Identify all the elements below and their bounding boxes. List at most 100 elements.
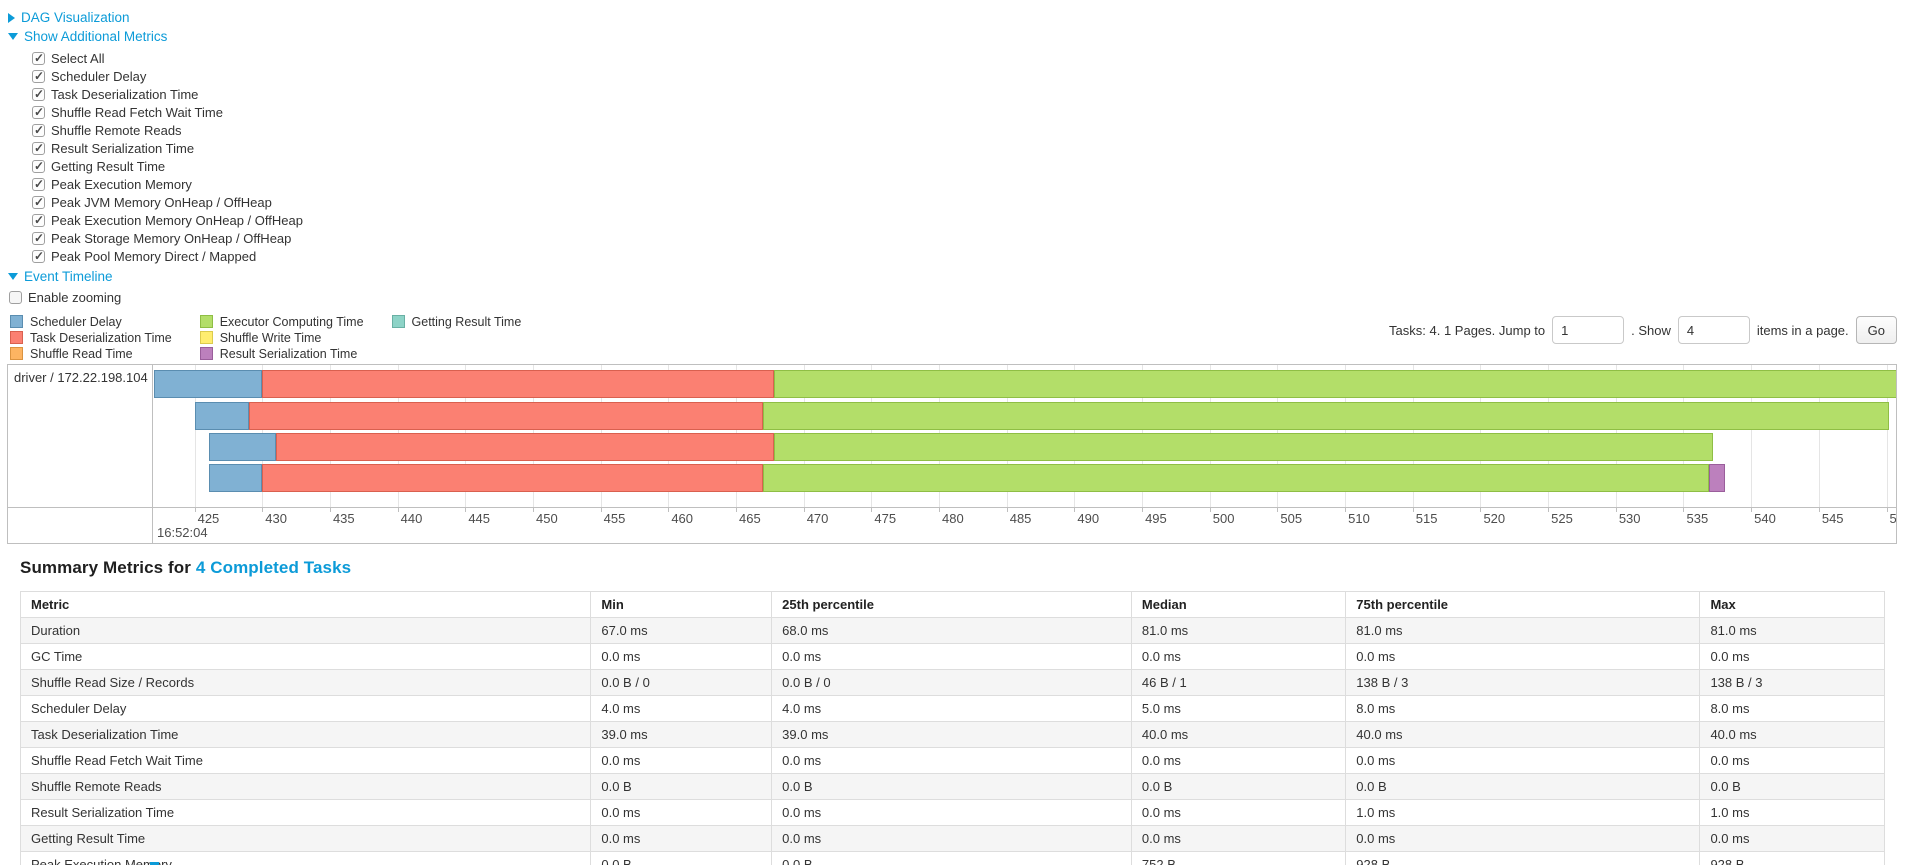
timeline-axis-line [8,507,1896,508]
metric-name-cell: Task Deserialization Time [19,721,592,748]
metric-checkbox-row[interactable]: Select All [32,49,1907,67]
metric-checkbox-row[interactable]: Peak Storage Memory OnHeap / OffHeap [32,229,1907,247]
timeline-bar-executor_computing[interactable] [773,433,1714,461]
legend-label: Shuffle Read Time [30,346,133,361]
timeline-bar-task_deserialization[interactable] [275,433,774,461]
timeline-tick-label: 515 [1415,511,1438,526]
timeline-tick [194,507,196,512]
table-row: Scheduler Delay 4.0 ms 4.0 ms 5.0 ms 8.0 ms 8… [19,695,1885,722]
timeline-bar-scheduler_delay[interactable] [209,433,276,461]
timeline-tick-label: 520 [1483,511,1506,526]
metric-checkbox[interactable] [32,69,45,83]
metric-checkbox-label: Scheduler Delay [51,68,147,84]
timeline-tick-label: 460 [671,511,694,526]
metric-checkbox[interactable] [32,105,45,119]
timeline-tick-label: 490 [1077,511,1100,526]
timeline-bar-scheduler_delay[interactable] [194,402,249,430]
metric-value-cell: 40.0 ms [1699,721,1885,748]
metric-checkbox-row[interactable]: Getting Result Time [32,157,1907,175]
metric-value-cell: 0.0 B [590,851,773,865]
metric-checkbox[interactable] [32,159,45,173]
metric-value-cell: 1.0 ms [1345,799,1701,826]
timeline-tick [1886,507,1888,512]
metric-checkbox-row[interactable]: Peak Pool Memory Direct / Mapped [32,247,1907,265]
metric-value-cell: 0.0 B [1130,773,1347,800]
go-button[interactable]: Go [1855,316,1897,344]
enable-zooming-row[interactable]: Enable zooming [9,288,1907,306]
enable-zooming-checkbox[interactable] [9,290,22,304]
timeline-bar-executor_computing[interactable] [773,370,1896,398]
event-timeline-toggle[interactable]: Event Timeline [8,267,1907,286]
show-additional-metrics-toggle[interactable]: Show Additional Metrics [8,27,1907,46]
completed-tasks-link[interactable]: 4 Completed Tasks [195,558,352,577]
metric-checkbox[interactable] [32,177,45,191]
metric-value-cell: 0.0 ms [1130,799,1347,826]
metric-checkbox[interactable] [32,87,45,101]
metric-name-cell: GC Time [19,643,592,670]
stage-detail-controls: DAG Visualization Show Additional Metric… [0,0,1907,306]
pagination-mid-label: . Show [1631,322,1671,338]
metric-checkbox-row[interactable]: Peak Execution Memory OnHeap / OffHeap [32,211,1907,229]
table-row: Peak Execution Memory 0.0 B 0.0 B 752 B 928 … [19,851,1885,865]
metric-checkbox[interactable] [32,231,45,245]
timeline-bar-executor_computing[interactable] [763,402,1890,430]
pagination-prefix-label: Tasks: 4. 1 Pages. Jump to [1389,322,1546,338]
timeline-tick [1683,507,1685,512]
metric-checkbox-label: Shuffle Remote Reads [51,122,182,138]
table-row: Duration 67.0 ms 68.0 ms 81.0 ms 81.0 ms 81.0… [19,617,1885,644]
items-per-page-input[interactable] [1677,316,1750,344]
clipped-next-section-link[interactable] [150,862,159,865]
timeline-tick-label: 525 [1551,511,1573,526]
metric-value-cell: 138 B / 3 [1345,669,1701,696]
metric-checkbox-row[interactable]: Task Deserialization Time [32,85,1907,103]
metric-checkbox-row[interactable]: Shuffle Remote Reads [32,121,1907,139]
legend-item-shuffle_read: Shuffle Read Time [10,346,172,361]
metric-checkbox-row[interactable]: Peak JVM Memory OnHeap / OffHeap [32,193,1907,211]
metric-value-cell: 0.0 B [1699,773,1885,800]
timeline-tick [803,507,805,512]
timeline-header: Scheduler Delay Task Deserialization Time… [0,312,1907,364]
metric-checkbox[interactable] [32,51,45,65]
metric-checkbox-row[interactable]: Peak Execution Memory [32,175,1907,193]
timeline-tick [1074,507,1076,512]
expanded-arrow-icon [8,273,18,280]
executor-group-label: driver / 172.22.198.104 [14,370,148,385]
metric-checkbox[interactable] [32,141,45,155]
metric-value-cell: 0.0 B [771,773,1132,800]
metric-checkbox[interactable] [32,123,45,137]
jump-to-page-input[interactable] [1552,316,1625,344]
timeline-bar-task_deserialization[interactable] [262,370,774,398]
metric-checkbox[interactable] [32,249,45,263]
metric-checkbox-label: Peak Pool Memory Direct / Mapped [51,248,257,264]
task-pagination: Tasks: 4. 1 Pages. Jump to . Show items … [1389,316,1897,344]
timeline-tick [397,507,399,512]
timeline-bar-scheduler_delay[interactable] [154,370,263,398]
timeline-bar-task_deserialization[interactable] [262,464,764,492]
metric-checkbox-row[interactable]: Shuffle Read Fetch Wait Time [32,103,1907,121]
legend-label: Scheduler Delay [30,314,122,329]
metric-checkbox-row[interactable]: Scheduler Delay [32,67,1907,85]
metric-value-cell: 0.0 ms [1130,643,1347,670]
table-header-row: Metric Min 25th percentile Median 75th perce… [19,591,1885,618]
timeline-tick [871,507,873,512]
metric-checkbox[interactable] [32,195,45,209]
timeline-plot[interactable]: 425 430 435 440 445 450 455 460 465 470 475 480 485 4… [154,365,1896,543]
timeline-bar-result_serialization[interactable] [1709,464,1726,492]
dag-visualization-toggle[interactable]: DAG Visualization [8,8,1907,27]
metric-value-cell: 39.0 ms [771,721,1132,748]
metric-value-cell: 0.0 B [1345,773,1701,800]
table-header-cell: 75th percentile [1345,591,1701,618]
timeline-bar-executor_computing[interactable] [763,464,1710,492]
metric-checkbox-row[interactable]: Result Serialization Time [32,139,1907,157]
table-row: Task Deserialization Time 39.0 ms 39.0 ms 4… [19,721,1885,748]
timeline-bar-scheduler_delay[interactable] [209,464,263,492]
table-row: Result Serialization Time 0.0 ms 0.0 ms 0.0… [19,799,1885,826]
timeline-tick [600,507,602,512]
metric-checkbox[interactable] [32,213,45,227]
metric-name-cell: Shuffle Read Size / Records [19,669,592,696]
enable-zooming-label: Enable zooming [28,289,122,305]
timeline-bar-task_deserialization[interactable] [248,402,764,430]
timeline-gridline [194,365,196,507]
legend-item-executor_computing: Executor Computing Time [199,314,364,329]
metric-checkbox-label: Select All [51,50,105,66]
